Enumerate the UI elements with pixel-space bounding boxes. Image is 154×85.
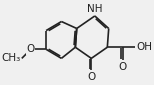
Text: NH: NH [87, 4, 103, 14]
Text: O: O [87, 72, 95, 82]
Text: O: O [118, 62, 127, 72]
Text: CH₃: CH₃ [1, 53, 20, 63]
Text: O: O [27, 44, 35, 54]
Text: OH: OH [137, 42, 152, 52]
